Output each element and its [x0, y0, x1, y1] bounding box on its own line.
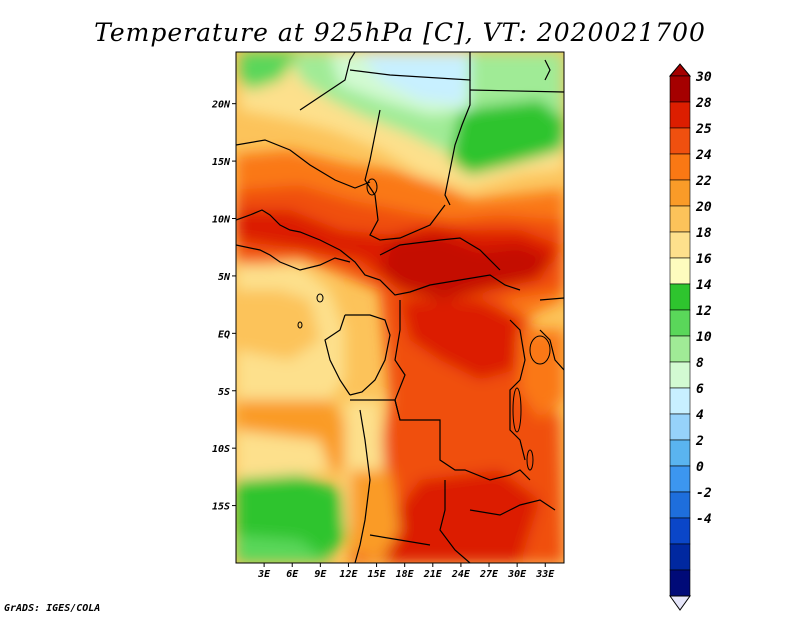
lon-tick-label: 27E — [479, 569, 499, 580]
colorbar-swatch — [669, 127, 691, 155]
colorbar-swatch — [669, 283, 691, 311]
lon-tick-label: 33E — [535, 569, 555, 580]
lat-tick-label: 15S — [212, 502, 230, 513]
colorbar-swatch — [669, 465, 691, 493]
colorbar-swatch — [669, 179, 691, 207]
colorbar-top-cap — [668, 63, 692, 77]
lon-tick-label: 30E — [507, 569, 527, 580]
lon-tick-label: 24E — [451, 569, 471, 580]
colorbar-swatch — [669, 75, 691, 103]
colorbar-label: 6 — [696, 382, 704, 397]
colorbar-swatch — [669, 543, 691, 571]
colorbar-label: 14 — [696, 278, 712, 293]
lat-tick-label: 5N — [218, 272, 231, 283]
colorbar-swatch — [669, 257, 691, 285]
lat-tick-label: 10N — [212, 215, 231, 226]
lon-tick-label: 6E — [286, 569, 299, 580]
colorbar-swatch — [669, 517, 691, 545]
lon-tick-label: 12E — [339, 569, 358, 580]
lat-tick-label: 10S — [212, 444, 230, 455]
colorbar-label: 25 — [695, 122, 712, 137]
colorbar-swatch — [669, 231, 691, 259]
colorbar-label: 30 — [695, 70, 712, 85]
colorbar-swatch — [669, 101, 691, 129]
colorbar-label: 8 — [696, 356, 704, 371]
footer-credit: GrADS: IGES/COLA — [4, 603, 101, 614]
map-title: Temperature at 925hPa [C], VT: 202002170… — [94, 18, 706, 47]
colorbar-swatch — [669, 569, 691, 597]
colorbar-swatch — [669, 335, 691, 363]
colorbar-label: -4 — [696, 512, 712, 527]
colorbar-label: 16 — [696, 252, 712, 267]
borders — [236, 52, 564, 563]
colorbar-label: 4 — [696, 408, 704, 423]
lat-tick-label: 5S — [218, 387, 230, 398]
colorbar-label: 10 — [696, 330, 712, 345]
colorbar-label: 0 — [696, 460, 704, 475]
colorbar-swatch — [669, 439, 691, 467]
lat-tick-label: EQ — [218, 329, 230, 340]
colorbar-swatch — [669, 413, 691, 441]
colorbar-label: 24 — [695, 148, 712, 163]
colorbar-swatch — [669, 491, 691, 519]
colorbar-label: 22 — [695, 174, 712, 189]
lon-tick-label: 3E — [257, 569, 271, 580]
lon-tick-label: 21E — [423, 569, 443, 580]
colorbar-swatch — [669, 387, 691, 415]
colorbar-label: 12 — [696, 304, 712, 319]
lon-tick-label: 9E — [314, 569, 327, 580]
lon-tick-label: 18E — [396, 569, 415, 580]
lat-tick-label: 20N — [211, 100, 231, 111]
colorbar-swatch — [669, 205, 691, 233]
colorbar-bottom-cap — [669, 595, 691, 611]
colorbar-swatch — [669, 361, 691, 389]
colorbar-label: 2 — [695, 434, 704, 449]
lat-tick-label: 15N — [212, 157, 231, 168]
colorbar-label: 20 — [695, 200, 712, 215]
lakes — [297, 178, 551, 471]
map-frame — [235, 51, 565, 564]
lon-tick-label: 15E — [368, 569, 387, 580]
colorbar-label: -2 — [696, 486, 712, 501]
colorbar-swatch — [669, 153, 691, 181]
colorbar-label: 28 — [695, 96, 712, 111]
latitude-axis: 20N 15N 10N 5N EQ 5S 10S 15S — [211, 100, 236, 513]
colorbar-label: 18 — [696, 226, 712, 241]
colorbar-swatch — [669, 309, 691, 337]
longitude-axis: 3E 6E 9E 12E 15E 18E 21E 24E 27E 30E 33E — [257, 563, 555, 580]
